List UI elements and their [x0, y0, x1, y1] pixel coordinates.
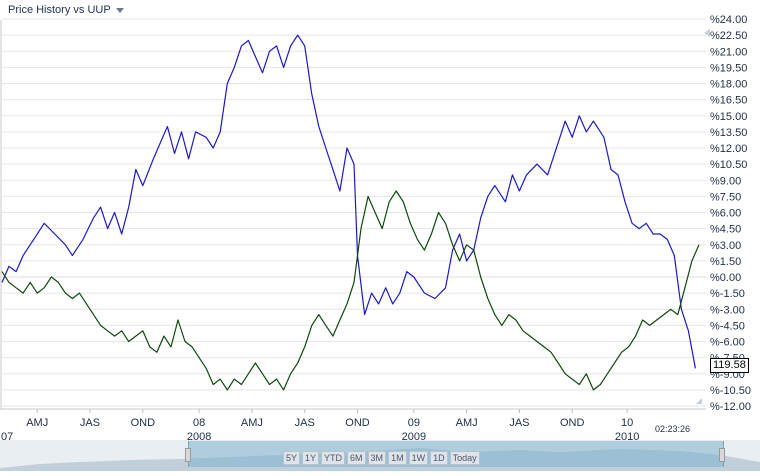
- y-tick-label: %13.50: [710, 127, 747, 139]
- range-button-3m[interactable]: 3M: [367, 451, 387, 465]
- x-tick-label: 10: [621, 417, 633, 429]
- range-selector: 5Y 1Y YTD 6M 3M 1M 1W 1D Today: [283, 451, 480, 465]
- y-tick-label: %-3.00: [710, 304, 745, 316]
- y-tick-label: %-12.00: [710, 401, 751, 413]
- y-tick-label: %10.50: [710, 159, 747, 171]
- y-tick-label: %18.00: [710, 79, 747, 91]
- series-line-uup: [1, 190, 700, 391]
- scroll-down-arrow[interactable]: [696, 398, 702, 404]
- x-tick-label: OND: [345, 417, 370, 429]
- y-tick-label: %22.50: [710, 30, 747, 42]
- scroll-up-arrow[interactable]: [704, 29, 710, 37]
- y-tick-label: %21.00: [710, 46, 747, 58]
- x-tick-label: AMJ: [241, 417, 263, 429]
- y-tick-label: %7.50: [710, 191, 741, 203]
- range-button-1d[interactable]: 1D: [430, 451, 448, 465]
- last-price-label: 119.58: [710, 358, 749, 373]
- y-tick-label: %12.00: [710, 143, 747, 155]
- x-tick-label: AMJ: [456, 417, 478, 429]
- chart-title: Price History vs UUP: [8, 4, 111, 16]
- x-tick-label: OND: [560, 417, 585, 429]
- range-button-ytd[interactable]: YTD: [321, 451, 346, 465]
- range-button-6m[interactable]: 6M: [347, 451, 366, 465]
- y-tick-label: %6.00: [710, 208, 741, 220]
- y-tick-label: %4.50: [710, 224, 741, 236]
- time-label: 02:23:26: [655, 424, 691, 434]
- range-button-1y[interactable]: 1Y: [302, 451, 320, 465]
- x-tick-label: OND: [131, 417, 156, 429]
- series-line-primary: [1, 34, 696, 369]
- y-tick-label: %0.00: [710, 272, 741, 284]
- y-tick-label: %3.00: [710, 240, 741, 252]
- y-tick-label: %24.00: [710, 14, 747, 26]
- y-tick-label: %1.50: [710, 256, 741, 268]
- x-tick-label: JAS: [295, 417, 315, 429]
- y-tick-label: %-6.00: [710, 337, 745, 349]
- series-layer: [1, 34, 700, 391]
- range-button-today[interactable]: Today: [449, 451, 480, 465]
- grid-layer: [2, 18, 706, 407]
- y-tick-label: %15.00: [710, 111, 747, 123]
- y-tick-label: %16.50: [710, 95, 747, 107]
- y-axis-ticks: %24.00 %22.50 %21.00 %19.50 %18.00 %16.50 %15.…: [710, 14, 751, 413]
- x-tick-label: JAS: [80, 417, 100, 429]
- navigator-left-handle[interactable]: [185, 448, 191, 462]
- x-tick-label: JAS: [509, 417, 529, 429]
- y-tick-label: %9.00: [710, 175, 741, 187]
- x-tick-label: 09: [408, 417, 420, 429]
- chevron-down-icon: [115, 8, 124, 13]
- chart-title-dropdown[interactable]: Price History vs UUP: [8, 2, 124, 18]
- x-tick-label: AMJ: [26, 417, 48, 429]
- x-tick-label: 08: [193, 417, 205, 429]
- y-tick-label: %-1.50: [710, 288, 745, 300]
- navigator-right-handle[interactable]: [719, 448, 725, 462]
- range-button-1w[interactable]: 1W: [408, 451, 429, 465]
- range-button-5y[interactable]: 5Y: [283, 451, 301, 465]
- y-tick-label: %-10.50: [710, 385, 751, 397]
- y-tick-label: %19.50: [710, 62, 747, 74]
- range-button-1m[interactable]: 1M: [388, 451, 407, 465]
- y-tick-label: %-4.50: [710, 320, 745, 332]
